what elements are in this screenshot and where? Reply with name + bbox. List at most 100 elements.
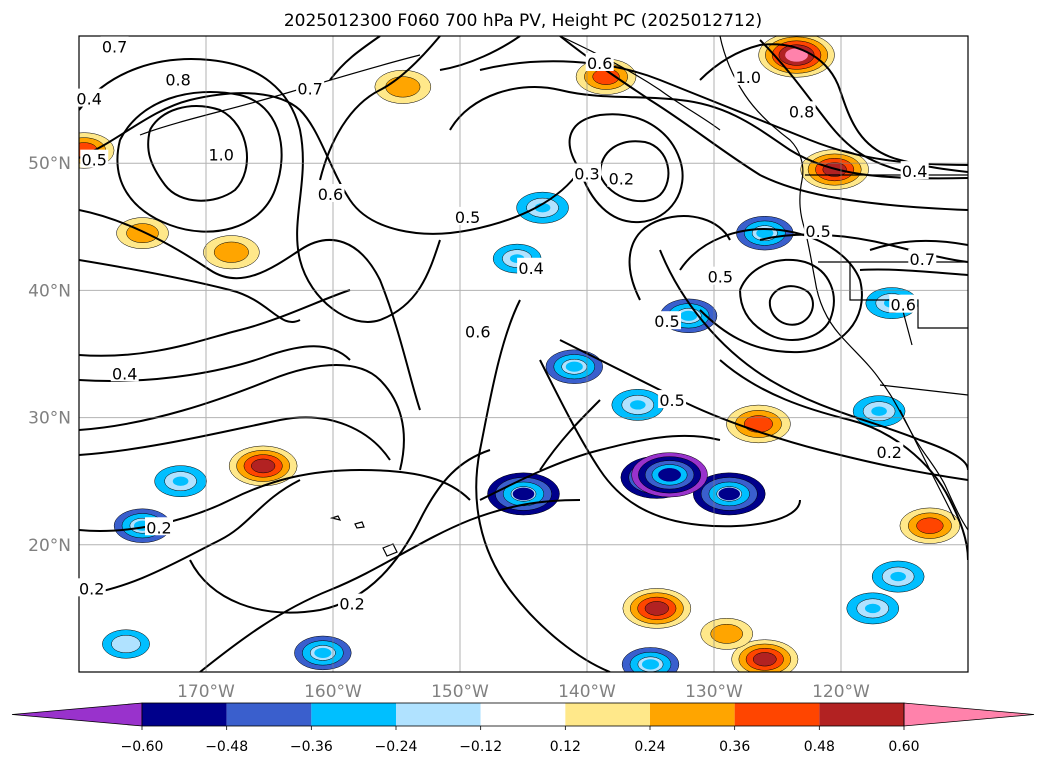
contour-label: 0.2 bbox=[79, 579, 104, 598]
contour-line bbox=[79, 416, 391, 461]
contour-label: 0.2 bbox=[877, 443, 902, 462]
pv-anomaly-core bbox=[871, 406, 887, 416]
lat-tick-label: 20°N bbox=[28, 536, 71, 556]
lon-tick-label: 120°W bbox=[812, 682, 870, 702]
lon-tick-label: 170°W bbox=[177, 682, 235, 702]
colorbar-tick-label: −0.48 bbox=[205, 739, 248, 755]
contour-line bbox=[559, 339, 968, 481]
colorbar-segment bbox=[650, 703, 735, 726]
contour-line bbox=[79, 479, 301, 596]
contour-label-bg bbox=[517, 257, 546, 276]
graticule bbox=[79, 36, 968, 672]
pv-anomaly-core bbox=[658, 468, 681, 482]
colorbar-tick-label: 0.60 bbox=[888, 739, 919, 755]
contour-label-bg bbox=[110, 363, 139, 382]
coastlines bbox=[139, 36, 968, 531]
pv-anomaly bbox=[621, 647, 680, 672]
pv-anomaly-core bbox=[748, 418, 769, 430]
contour-line bbox=[329, 36, 381, 81]
colorbar-tick-label: −0.36 bbox=[290, 739, 333, 755]
contour-line bbox=[116, 91, 283, 233]
contour-label: 0.5 bbox=[82, 151, 107, 170]
contour-label-bg bbox=[787, 101, 816, 120]
contour-line bbox=[79, 58, 441, 323]
pv-anomaly bbox=[871, 560, 925, 593]
chart-title: 2025012300 F060 700 hPa PV, Height PC (2… bbox=[284, 11, 762, 31]
contour-line bbox=[479, 434, 721, 501]
contour-label: 0.8 bbox=[789, 102, 814, 121]
contour-label-bg bbox=[706, 266, 735, 285]
colorbar-tick-label: 0.36 bbox=[719, 739, 750, 755]
pv-anomaly-core bbox=[920, 520, 939, 532]
contour-label-bg bbox=[100, 36, 129, 55]
pv-anomaly bbox=[700, 617, 753, 650]
pv-anomaly-core bbox=[756, 228, 774, 239]
pv-anomaly-core bbox=[646, 602, 668, 615]
contour-label: 0.6 bbox=[587, 54, 612, 73]
contour-label-bg bbox=[585, 52, 614, 71]
contour-line bbox=[679, 228, 863, 354]
contour-label: 0.5 bbox=[659, 391, 684, 410]
pv-anomaly-core bbox=[890, 571, 906, 582]
contour-label-bg bbox=[296, 78, 325, 97]
pv-anomaly bbox=[516, 191, 569, 224]
contour-label: 1.0 bbox=[209, 146, 234, 165]
contour-label: 0.5 bbox=[654, 312, 679, 331]
contour-line bbox=[189, 449, 491, 614]
contour-label: 0.8 bbox=[165, 71, 190, 90]
pv-anomaly bbox=[622, 588, 692, 629]
lon-tick-label: 130°W bbox=[685, 682, 743, 702]
contour-labels: 0.7 0.8 0.4 0.5 1.0 0.7 0.6 0.5 0.6 0.4 0.4 0.2 0.2 0… bbox=[75, 36, 937, 614]
colorbar-segment bbox=[396, 703, 481, 726]
lat-tick-label: 40°N bbox=[28, 281, 71, 301]
pv-anomaly bbox=[154, 465, 207, 498]
contour-line bbox=[568, 113, 684, 224]
contour-line bbox=[599, 140, 670, 203]
lat-tick-label: 50°N bbox=[28, 154, 71, 174]
pv-anomaly-core bbox=[134, 228, 151, 238]
pv-anomaly-core bbox=[512, 487, 535, 501]
contour-label: 0.2 bbox=[609, 170, 634, 189]
coastline-aleutians bbox=[139, 54, 421, 136]
contour-label: 0.6 bbox=[891, 296, 916, 315]
contour-line bbox=[859, 268, 968, 276]
pv-anomaly bbox=[846, 592, 899, 625]
pv-anomaly-core bbox=[718, 629, 735, 639]
pv-anomaly-core bbox=[394, 81, 412, 92]
contour-label-bg bbox=[77, 578, 106, 597]
contour-label-bg bbox=[573, 163, 601, 182]
contour-label-bg bbox=[900, 161, 929, 180]
lon-tick-label: 160°W bbox=[304, 682, 362, 702]
pv-anomaly bbox=[631, 452, 708, 498]
contour-label: 0.2 bbox=[339, 595, 364, 614]
pv-anomaly-core bbox=[785, 48, 808, 62]
lon-tick-labels: 170°W 160°W 150°W 140°W 130°W 120°W bbox=[177, 682, 870, 702]
colorbar-extend-low bbox=[11, 702, 143, 727]
contour-line bbox=[539, 399, 601, 471]
pv-anomaly bbox=[102, 629, 150, 659]
contour-label: 0.6 bbox=[318, 185, 343, 204]
coastline-alaska-islands bbox=[559, 36, 721, 131]
colorbar-tick-label: −0.60 bbox=[121, 739, 164, 755]
contour-label: 0.7 bbox=[102, 37, 127, 56]
contour-line bbox=[739, 258, 835, 341]
contour-label: 0.7 bbox=[910, 250, 935, 269]
pv-anomaly bbox=[611, 389, 665, 421]
contour-line bbox=[559, 36, 968, 211]
colorbar-frame bbox=[141, 702, 905, 727]
contour-line bbox=[539, 359, 801, 528]
contour-line bbox=[79, 364, 405, 471]
pv-anomaly bbox=[374, 69, 432, 104]
border-us-mexico bbox=[879, 384, 968, 396]
pv-anomaly-core bbox=[680, 310, 698, 321]
contour-line bbox=[79, 209, 421, 411]
contour-line bbox=[479, 60, 968, 166]
contour-label: 0.4 bbox=[112, 364, 137, 383]
map-frame bbox=[78, 35, 969, 673]
pv-anomaly-core bbox=[252, 459, 274, 472]
pv-anomaly-core bbox=[864, 603, 881, 614]
contour-label-bg bbox=[908, 248, 937, 267]
pv-anomaly-core bbox=[718, 487, 741, 501]
colorbar-tick-label: −0.24 bbox=[375, 739, 418, 755]
